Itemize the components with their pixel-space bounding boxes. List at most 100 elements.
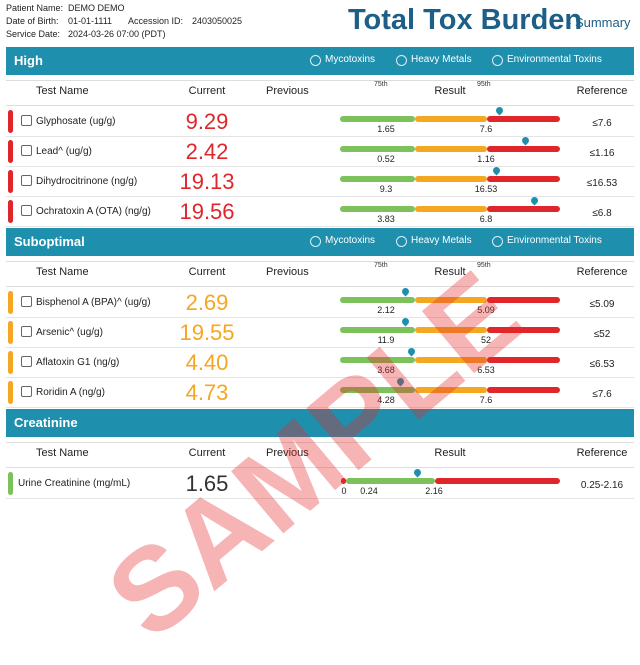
threshold-label: 7.6 <box>479 395 493 405</box>
range-segment <box>487 116 560 122</box>
reference: ≤1.16 <box>589 148 615 159</box>
section-title: Creatinine <box>14 415 78 430</box>
accession-label: Accession ID: <box>128 16 184 26</box>
threshold-label: 52 <box>480 335 491 345</box>
current-value: 1.65 <box>185 471 229 496</box>
column-header: Reference <box>576 266 628 278</box>
column-header: Result <box>434 85 466 97</box>
threshold-label: 11.9 <box>377 335 395 345</box>
service-date-label: Service Date: <box>6 29 61 39</box>
range-segment <box>340 206 415 212</box>
current-value: 9.29 <box>185 109 229 134</box>
threshold-label: 7.6 <box>479 124 493 134</box>
legend-icon <box>396 236 407 247</box>
legend-label: Environmental Toxins <box>507 54 602 65</box>
test-name: Aflatoxin G1 (ng/g) <box>36 357 120 368</box>
range-segment <box>415 206 487 212</box>
page: Patient Name: DEMO DEMO Date of Birth: 01-0… <box>6 3 634 664</box>
test-name: Ochratoxin A (OTA) (ng/g) <box>36 206 151 217</box>
row <box>6 107 634 137</box>
reference: ≤6.8 <box>592 208 612 219</box>
section-header: High Mycotoxins Heavy Metals Environmental … <box>6 47 634 75</box>
range-segment <box>487 297 560 303</box>
range-segment <box>340 297 415 303</box>
column-header: Reference <box>576 85 628 97</box>
threshold-label: 1.65 <box>377 124 395 134</box>
range-segment <box>415 387 487 393</box>
row-icon <box>21 356 32 367</box>
row-stripe <box>8 321 13 344</box>
range-segment <box>487 357 560 363</box>
reference: ≤5.09 <box>589 299 615 310</box>
range-segment <box>415 146 487 152</box>
row <box>6 167 634 197</box>
threshold-label: 3.83 <box>377 214 395 224</box>
current-value: 4.73 <box>185 380 229 405</box>
accession: 2403050025 <box>192 16 243 26</box>
column-header: Previous <box>266 266 309 278</box>
percentile-label: 75th <box>374 81 388 88</box>
range-segment <box>435 478 560 484</box>
range-segment <box>415 116 487 122</box>
threshold-label: 6.8 <box>479 214 493 224</box>
service-date: 2024-03-26 07:00 (PDT) <box>68 29 166 39</box>
column-header: Test Name <box>36 266 89 278</box>
range-segment <box>415 327 487 333</box>
test-name: Roridin A (ng/g) <box>36 387 105 398</box>
threshold-label: 1.16 <box>477 154 495 164</box>
legend-icon <box>310 236 321 247</box>
row-stripe <box>8 381 13 404</box>
test-name: Arsenic^ (ug/g) <box>36 327 103 338</box>
threshold-label: 3.68 <box>377 365 395 375</box>
range-segment <box>487 206 560 212</box>
legend-label: Environmental Toxins <box>507 235 602 246</box>
range-segment <box>346 478 435 484</box>
section-title: High <box>14 53 43 68</box>
legend-label: Mycotoxins <box>325 235 376 246</box>
dob-label: Date of Birth: <box>6 16 59 26</box>
current-value: 19.56 <box>179 199 235 224</box>
current-value: 19.13 <box>179 169 235 194</box>
row-stripe <box>8 170 13 193</box>
row <box>6 197 634 227</box>
threshold-label: 9.3 <box>379 184 393 194</box>
row <box>6 378 634 408</box>
test-name: Urine Creatinine (mg/mL) <box>18 478 131 489</box>
row-icon <box>21 386 32 397</box>
row <box>6 318 634 348</box>
range-segment <box>487 387 560 393</box>
subtitle: - Summary <box>567 15 631 30</box>
row <box>6 348 634 378</box>
threshold-label: 2.16 <box>425 486 443 496</box>
legend-label: Heavy Metals <box>411 54 472 65</box>
range-segment <box>340 327 415 333</box>
column-header: Test Name <box>36 447 89 459</box>
report: Patient Name: DEMO DEMO Date of Birth: 01-0… <box>6 3 634 664</box>
percentile-label: 95th <box>477 81 491 88</box>
threshold-label: 4.28 <box>377 395 395 405</box>
legend-icon <box>310 55 321 66</box>
column-header: Previous <box>266 447 309 459</box>
threshold-label: 6.53 <box>477 365 495 375</box>
row-stripe <box>8 291 13 314</box>
range-segment <box>487 146 560 152</box>
column-header: Test Name <box>36 85 89 97</box>
range-segment <box>341 478 346 484</box>
legend-icon <box>492 236 503 247</box>
test-name: Lead^ (ug/g) <box>36 146 92 157</box>
threshold-label: 2.12 <box>377 305 395 315</box>
row <box>6 137 634 167</box>
column-header-row <box>6 80 634 106</box>
range-segment <box>415 297 487 303</box>
row-stripe <box>8 472 13 495</box>
threshold-label: 5.09 <box>477 305 495 315</box>
section-header: Suboptimal Mycotoxins Heavy Metals Environm… <box>6 228 634 256</box>
legend-icon <box>492 55 503 66</box>
current-value: 4.40 <box>185 350 229 375</box>
column-header: Current <box>188 447 226 459</box>
range-segment <box>415 357 487 363</box>
row-icon <box>21 296 32 307</box>
column-header: Previous <box>266 85 309 97</box>
row-stripe <box>8 110 13 133</box>
reference: 0.25-2.16 <box>580 480 624 491</box>
